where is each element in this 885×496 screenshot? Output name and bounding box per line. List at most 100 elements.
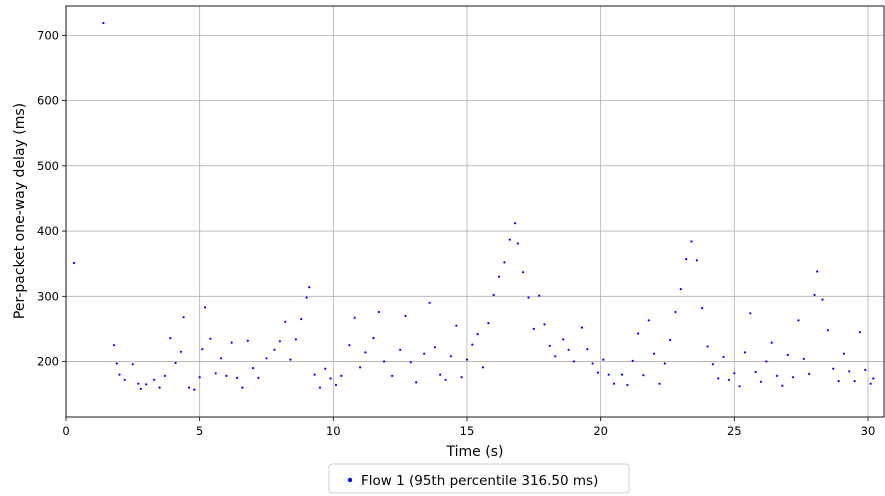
data-point	[717, 377, 720, 380]
data-point	[786, 353, 789, 357]
data-point	[409, 361, 412, 364]
data-point	[236, 376, 239, 379]
data-point	[522, 271, 525, 274]
y-tick-label: 200	[37, 355, 59, 369]
data-point	[278, 340, 281, 343]
data-point	[187, 386, 191, 389]
data-point	[781, 384, 784, 387]
data-point	[498, 275, 501, 278]
data-point	[428, 301, 431, 304]
data-point	[591, 362, 594, 365]
data-point	[444, 378, 447, 381]
data-point	[214, 372, 217, 375]
data-point	[252, 367, 255, 370]
data-point	[738, 385, 741, 388]
data-point	[580, 326, 584, 329]
data-point	[294, 338, 297, 341]
data-point	[163, 374, 166, 377]
data-point	[658, 382, 661, 385]
data-point	[158, 386, 161, 389]
data-point	[137, 382, 140, 385]
data-point	[308, 286, 311, 289]
data-point	[543, 323, 546, 326]
data-point	[674, 310, 677, 314]
data-point	[797, 319, 800, 322]
x-tick-label: 30	[861, 424, 876, 438]
data-point	[324, 367, 327, 370]
data-point	[383, 360, 386, 363]
data-point	[449, 355, 452, 358]
data-point	[754, 370, 757, 374]
data-point	[455, 324, 458, 327]
data-point	[230, 341, 233, 344]
data-point	[123, 378, 126, 381]
data-point	[612, 382, 616, 385]
data-point	[554, 355, 557, 358]
axis-ticks: 0 5 10 15 20 25 30 200 300 400 500 600 700	[37, 28, 875, 438]
data-point	[842, 352, 846, 355]
x-tick-label: 20	[593, 424, 608, 438]
data-point	[439, 373, 442, 376]
legend-marker	[347, 477, 353, 483]
data-point	[538, 294, 541, 297]
data-point	[391, 374, 394, 377]
data-point	[169, 337, 172, 340]
data-point	[727, 378, 731, 381]
data-point	[770, 341, 773, 344]
data-point	[318, 386, 322, 389]
data-point	[340, 374, 343, 377]
data-points	[72, 21, 875, 391]
data-point	[460, 376, 463, 379]
data-point	[808, 372, 811, 375]
data-point	[503, 261, 506, 264]
data-point	[532, 327, 535, 330]
data-point	[596, 371, 600, 374]
data-point	[415, 381, 418, 384]
data-point	[516, 242, 519, 245]
grid	[65, 6, 884, 417]
data-point	[701, 307, 704, 310]
data-point	[690, 240, 693, 243]
data-point	[837, 380, 840, 383]
data-point	[527, 296, 530, 299]
data-point	[284, 320, 287, 323]
data-point	[399, 348, 402, 351]
data-point	[706, 345, 709, 348]
x-tick-label: 25	[727, 424, 742, 438]
data-point	[832, 367, 835, 370]
data-point	[487, 322, 490, 325]
data-point	[637, 332, 640, 335]
data-point	[131, 363, 134, 366]
data-point	[115, 362, 118, 365]
data-point	[201, 348, 204, 351]
data-point	[548, 344, 551, 347]
data-point	[776, 374, 779, 377]
data-point	[514, 222, 517, 225]
data-point	[372, 337, 375, 340]
data-point	[685, 258, 688, 261]
plot-area	[66, 6, 884, 417]
data-point	[174, 361, 177, 364]
legend: Flow 1 (95th percentile 316.50 ms)	[328, 463, 630, 494]
data-point	[813, 293, 816, 297]
data-point	[102, 21, 105, 25]
plot-frame	[65, 5, 885, 418]
data-point	[465, 358, 469, 361]
data-point	[377, 310, 380, 314]
data-point	[792, 376, 795, 379]
data-point	[72, 261, 76, 265]
data-point	[492, 293, 495, 297]
data-point	[663, 362, 666, 365]
x-axis-label: Time (s)	[446, 444, 504, 460]
data-point	[826, 329, 830, 332]
data-point	[872, 377, 875, 380]
data-point	[179, 350, 182, 353]
data-point	[334, 383, 338, 387]
data-point	[749, 312, 752, 315]
data-point	[193, 388, 196, 391]
data-point	[853, 380, 856, 383]
data-point	[821, 298, 824, 301]
data-point	[743, 351, 747, 354]
data-point	[508, 238, 511, 241]
